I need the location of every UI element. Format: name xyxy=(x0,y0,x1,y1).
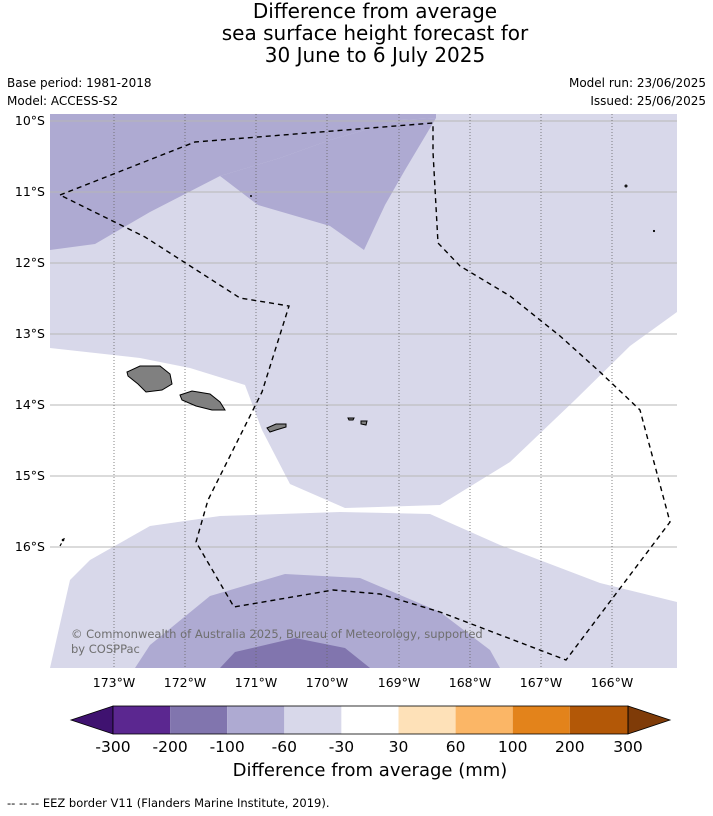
copyright-line-1: © Commonwealth of Australia 2025, Bureau… xyxy=(71,627,483,641)
anomaly-region-south xyxy=(135,574,500,668)
meta-right: Model run: 23/06/2025 Issued: 25/06/2025 xyxy=(569,74,706,110)
colorbar-bin-3 xyxy=(227,706,285,734)
tick-label-7: 100 xyxy=(498,738,528,756)
lon-label-167w: 167°W xyxy=(520,675,562,690)
lon-label-171w: 171°W xyxy=(235,675,277,690)
lon-label-166w: 166°W xyxy=(591,675,633,690)
lon-label-173w: 173°W xyxy=(93,675,135,690)
tick-label-0: -300 xyxy=(95,738,130,756)
tick-label-4: -30 xyxy=(329,738,354,756)
colorbar-frame xyxy=(112,705,629,735)
model-run: Model run: 23/06/2025 xyxy=(568,76,706,90)
colorbar-bin-7 xyxy=(455,706,513,734)
island-swains xyxy=(624,184,628,188)
gridlines xyxy=(50,120,677,548)
lon-labels: 173°W 172°W 171°W 170°W 169°W 168°W 167°… xyxy=(93,675,633,690)
lon-label-168w: 168°W xyxy=(449,675,491,690)
island-tutuila xyxy=(266,423,287,433)
tick-label-8: 200 xyxy=(555,738,585,756)
title-line-2: sea surface height forecast for xyxy=(221,21,529,45)
colorbar-bin-6 xyxy=(398,706,456,734)
chart-title: Difference from average sea surface heig… xyxy=(0,0,713,66)
model-name: Model: ACCESS-S2 xyxy=(7,94,119,108)
lat-label-13s: 13°S xyxy=(15,326,45,341)
tick-label-3: -60 xyxy=(272,738,297,756)
lat-label-14s: 14°S xyxy=(15,397,45,412)
lat-label-11s: 11°S xyxy=(15,184,45,199)
eez-legend-note: -- -- -- EEZ border V11 (Flanders Marine… xyxy=(7,796,330,810)
anomaly-tongue-north xyxy=(220,118,436,250)
lat-label-10s: 10°S xyxy=(15,113,45,128)
colorbar-bin-9 xyxy=(569,706,628,734)
tick-label-5: 30 xyxy=(389,738,409,756)
islands xyxy=(61,184,656,542)
colorbar-extend-low xyxy=(69,705,114,735)
lon-label-169w: 169°W xyxy=(378,675,420,690)
tick-label-9: 300 xyxy=(613,738,643,756)
issued-date: Issued: 25/06/2025 xyxy=(590,94,706,108)
title-line-1: Difference from average xyxy=(252,0,498,23)
title-line-3: 30 June to 6 July 2025 xyxy=(264,43,486,67)
colorbar-bin-5 xyxy=(341,706,399,734)
island-small-north xyxy=(250,195,252,197)
colorbar-bin-4 xyxy=(284,706,342,734)
lat-labels: 10°S 11°S 12°S 13°S 14°S 15°S 16°S xyxy=(15,113,45,554)
eez-border xyxy=(58,122,671,661)
lat-label-12s: 12°S xyxy=(15,255,45,270)
island-ofu xyxy=(347,417,355,421)
tick-label-2: -100 xyxy=(210,738,245,756)
map-panel: © Commonwealth of Australia 2025, Bureau… xyxy=(50,114,677,668)
lon-label-170w: 170°W xyxy=(306,675,348,690)
lat-label-15s: 15°S xyxy=(15,468,45,483)
anomaly-region-north xyxy=(50,114,436,250)
tick-label-1: -200 xyxy=(153,738,188,756)
island-upolu xyxy=(179,390,226,411)
colorbar-tick-labels: -300 -200 -100 -60 -30 30 60 100 200 300 xyxy=(95,738,642,756)
colorbar-label: Difference from average (mm) xyxy=(232,760,508,781)
eez-border-small xyxy=(59,536,66,547)
meridians xyxy=(113,114,613,668)
base-period: Base period: 1981-2018 xyxy=(7,76,152,90)
colorbar-bin-1 xyxy=(113,706,171,734)
anomaly-core-south xyxy=(220,638,370,668)
colorbar-extend-high xyxy=(627,705,672,735)
copyright-line-2: by COSPPac xyxy=(71,642,140,656)
tick-label-6: 60 xyxy=(446,738,466,756)
colorbar-bin-8 xyxy=(512,706,570,734)
island-savaii xyxy=(126,365,173,393)
colorbar: -300 -200 -100 -60 -30 30 60 100 200 300 xyxy=(69,705,672,756)
lat-label-16s: 16°S xyxy=(15,539,45,554)
island-tau xyxy=(360,420,368,426)
lon-label-172w: 172°W xyxy=(164,675,206,690)
meta-left: Base period: 1981-2018 Model: ACCESS-S2 xyxy=(7,74,152,110)
island-small-east xyxy=(652,229,656,233)
colorbar-bin-2 xyxy=(170,706,228,734)
sea-surface-map: © Commonwealth of Australia 2025, Bureau… xyxy=(15,113,677,756)
